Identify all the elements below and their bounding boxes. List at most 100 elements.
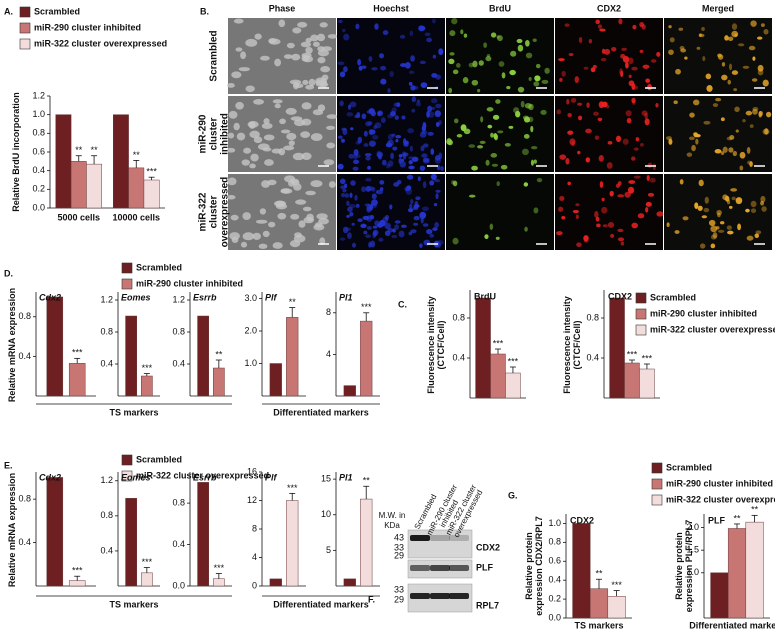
cell — [668, 25, 672, 29]
cell — [601, 206, 608, 214]
cell — [742, 65, 750, 69]
y-tick-label: 0.8 — [172, 497, 185, 507]
cell — [290, 213, 300, 220]
cell — [634, 85, 639, 90]
bar — [343, 578, 356, 587]
cell — [368, 140, 376, 147]
cell — [449, 30, 456, 37]
cell — [427, 131, 434, 136]
cell — [462, 77, 469, 84]
chart-title: Plf — [265, 292, 278, 302]
cell — [556, 109, 562, 115]
cell — [668, 138, 673, 145]
cell — [585, 157, 591, 163]
cell — [594, 135, 600, 140]
cell — [365, 121, 372, 127]
cell — [626, 117, 632, 124]
panel-label: G. — [508, 490, 518, 500]
cell — [701, 27, 705, 31]
cell — [426, 229, 433, 235]
cell — [631, 97, 636, 104]
cell — [395, 134, 402, 139]
cell — [343, 33, 350, 41]
cell — [493, 132, 498, 140]
cell — [250, 153, 259, 162]
legend-label: miR-290 cluster inhibited — [666, 478, 773, 488]
bar — [86, 163, 102, 209]
cell — [696, 46, 701, 50]
cell — [409, 204, 413, 209]
cell — [757, 36, 763, 40]
cell — [593, 111, 599, 116]
cell — [435, 193, 439, 200]
cell — [363, 143, 369, 147]
micrograph — [337, 174, 445, 250]
cell — [412, 206, 419, 211]
cell — [372, 225, 378, 229]
bar — [46, 477, 64, 587]
cell — [735, 129, 739, 133]
cell — [695, 138, 699, 145]
cell — [728, 147, 734, 153]
cell — [376, 189, 383, 195]
cell — [346, 112, 354, 117]
cell — [737, 223, 742, 231]
chart-title: Pl1 — [339, 472, 353, 482]
cell — [506, 86, 511, 90]
significance: *** — [611, 580, 622, 590]
cell — [350, 180, 356, 186]
cell — [678, 27, 684, 31]
cell — [721, 74, 728, 81]
cell — [263, 118, 270, 125]
column-header: CDX2 — [597, 3, 621, 13]
band-label: RPL7 — [476, 600, 499, 610]
cell — [575, 214, 579, 220]
cell — [413, 222, 419, 226]
cell — [337, 163, 344, 170]
bar — [589, 588, 609, 619]
bar — [140, 375, 153, 397]
bar — [360, 320, 373, 397]
cell — [385, 214, 389, 221]
cell — [398, 230, 405, 238]
cell — [390, 152, 394, 160]
cell — [374, 122, 382, 129]
cell — [764, 128, 769, 135]
y-tick-label: 0.8 — [18, 494, 31, 504]
legend-swatch — [19, 38, 31, 50]
cell — [403, 142, 409, 147]
cell — [365, 155, 371, 161]
cell — [490, 32, 497, 38]
cell — [277, 212, 287, 220]
y-tick-label: 1.2 — [172, 294, 185, 304]
cell — [535, 75, 540, 81]
cell — [407, 208, 414, 213]
cell — [300, 131, 311, 139]
y-tick-label: 1.0 — [686, 567, 699, 577]
mw-marker: 33 — [394, 542, 404, 552]
cell — [456, 133, 463, 138]
cell — [628, 180, 636, 184]
y-tick-label: 0.4 — [586, 352, 599, 362]
cell — [245, 85, 255, 93]
error-bar — [75, 155, 82, 162]
cell — [379, 180, 385, 185]
cell — [238, 67, 251, 72]
cell — [406, 174, 414, 180]
cell — [317, 46, 325, 52]
cell — [483, 42, 488, 48]
cell — [679, 179, 684, 185]
x-axis-label: TS markers — [109, 599, 158, 609]
cell — [463, 128, 471, 135]
cell — [357, 136, 363, 144]
cell — [471, 165, 478, 171]
cell — [308, 78, 316, 87]
cell — [525, 39, 530, 47]
bar — [727, 528, 747, 619]
cell — [760, 23, 765, 27]
cell — [618, 18, 623, 25]
cell — [408, 165, 415, 170]
legend-label: miR-290 cluster inhibited — [650, 308, 757, 318]
cell — [354, 114, 361, 119]
y-tick-label: 4 — [252, 552, 257, 562]
